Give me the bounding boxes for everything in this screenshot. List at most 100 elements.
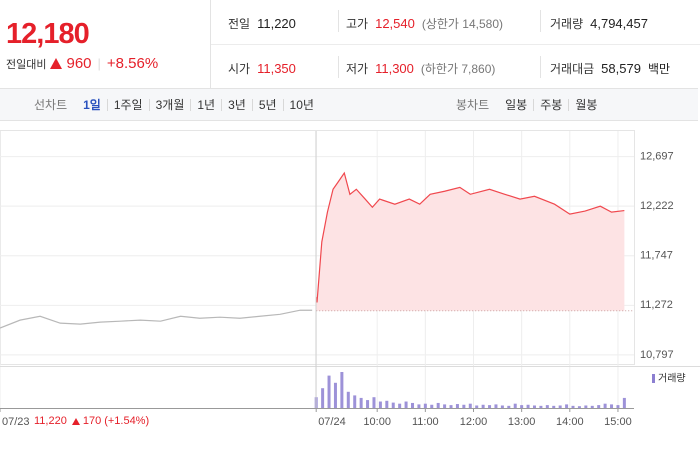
volume-bar (411, 402, 415, 408)
change-rate: +8.56% (106, 55, 159, 72)
tab[interactable]: 1년 (191, 98, 223, 111)
stat-label: 저가 (346, 62, 369, 76)
x-tick-label: 13:00 (508, 416, 536, 428)
x-tick-label: 12:00 (460, 416, 488, 428)
stat-label: 거래량 (550, 17, 584, 31)
stat-value: 11,350 (257, 61, 296, 76)
y-tick-label: 10,797 (640, 349, 674, 361)
stat: 시가 11,350 (228, 60, 296, 77)
stat-value: 11,220 (257, 16, 296, 31)
area-fill (316, 173, 625, 311)
price-line (315, 171, 625, 303)
volume-bar (333, 382, 337, 408)
candle-tabs: 봉차트 일봉 주봉 월봉 (450, 89, 603, 120)
volume-bar (385, 400, 389, 408)
volume-bar (571, 405, 575, 408)
volume-bar (321, 388, 325, 408)
volume-bar (488, 405, 492, 408)
volume-bar (610, 404, 614, 408)
volume-bar (398, 403, 402, 408)
volume-bar (494, 404, 498, 408)
volume-bar (520, 405, 524, 408)
stat-label: 고가 (346, 17, 369, 31)
volume-bar (500, 405, 504, 408)
tab[interactable]: 3개월 (150, 98, 192, 111)
stat-value: 11,300 (375, 61, 414, 76)
tab[interactable]: 일봉 (499, 98, 535, 111)
divider (540, 10, 541, 32)
stat: 고가 12,540 (상한가 14,580) (346, 15, 503, 32)
stat-value: 58,579 (601, 61, 641, 76)
stat-label: 전일 (228, 17, 251, 31)
stat: 거래량 4,794,457 (550, 15, 648, 32)
volume-bar (545, 405, 549, 408)
y-tick-label: 12,697 (640, 151, 674, 163)
prev-change: 170 (82, 415, 102, 427)
price: 12,180 (6, 18, 90, 50)
change-label: 전일대비 (6, 58, 47, 71)
volume-bar (443, 404, 447, 408)
volume-bar (616, 405, 620, 408)
tab[interactable]: 주봉 (534, 98, 570, 111)
change: 960 (66, 55, 92, 72)
stat-value: 4,794,457 (590, 16, 648, 31)
change-row: 전일대비 960 | +8.56% (6, 55, 158, 72)
divider (338, 56, 339, 78)
divider (211, 44, 700, 45)
volume-bar (404, 401, 408, 408)
volume-bar (603, 403, 607, 408)
y-tick-label: 11,747 (640, 250, 673, 262)
volume-bar (468, 403, 472, 408)
tab[interactable]: 5년 (253, 98, 284, 111)
volume-bar (430, 404, 434, 408)
tab[interactable]: 3년 (222, 98, 253, 111)
tab[interactable]: 월봉 (575, 97, 598, 112)
volume-bar (507, 405, 511, 408)
stat-value: 12,540 (375, 16, 415, 31)
volume-bar (597, 405, 601, 408)
y-tick-label: 12,222 (640, 200, 674, 212)
stat-unit: 백만 (647, 62, 671, 76)
volume-bar (558, 405, 562, 408)
legend-label: 거래량 (658, 373, 686, 385)
volume-bar (590, 405, 594, 408)
volume-bar (436, 402, 440, 408)
volume-bar (532, 405, 536, 408)
separator: | (97, 56, 101, 71)
volume-bar (417, 404, 421, 408)
volume-bar (475, 405, 479, 408)
x-tick-label: 14:00 (556, 416, 584, 428)
divider (540, 56, 541, 78)
x-tick-label: 10:00 (363, 416, 391, 428)
tab-bar: 선차트 1일 1주일 3개월 1년 3년 5년 10년 봉차트 일봉 주봉 월봉 (0, 88, 698, 121)
line-tabs: 선차트 1일 1주일 3개월 1년 3년 5년 10년 (28, 89, 320, 120)
x-tick-label: 11:00 (412, 416, 439, 428)
x-tick-label: 07/24 (318, 416, 346, 428)
up-icon (50, 58, 63, 69)
x-tick-label: 15:00 (604, 416, 632, 428)
x-tick-label: 07/23 (2, 416, 30, 428)
tab-group-label: 봉차트 (456, 97, 490, 112)
volume-bar (366, 400, 370, 408)
stat: 전일 11,220 (228, 15, 296, 32)
tab-group-label: 선차트 (34, 97, 68, 112)
volume-bar (565, 404, 569, 408)
volume-bar (359, 397, 363, 408)
prev-rate: (+1.54%) (104, 415, 150, 427)
y-tick-label: 11,272 (640, 299, 673, 311)
volume-bar (455, 404, 459, 408)
volume-bar (552, 405, 556, 408)
prev-day-info: 11,220 170 (+1.54%) (34, 415, 149, 427)
tab[interactable]: 1주일 (108, 98, 150, 111)
tab[interactable]: 1일 (77, 98, 108, 111)
tab[interactable]: 10년 (289, 97, 314, 112)
volume-bar (539, 405, 543, 408)
stat: 저가 11,300 (하한가 7,860) (346, 60, 495, 77)
volume-bar (353, 395, 357, 408)
stat: 거래대금 58,579 백만 (550, 60, 670, 77)
stat-note: (상한가 14,580) (421, 17, 504, 31)
volume-bar (481, 404, 485, 408)
prev-close: 11,220 (34, 415, 67, 427)
